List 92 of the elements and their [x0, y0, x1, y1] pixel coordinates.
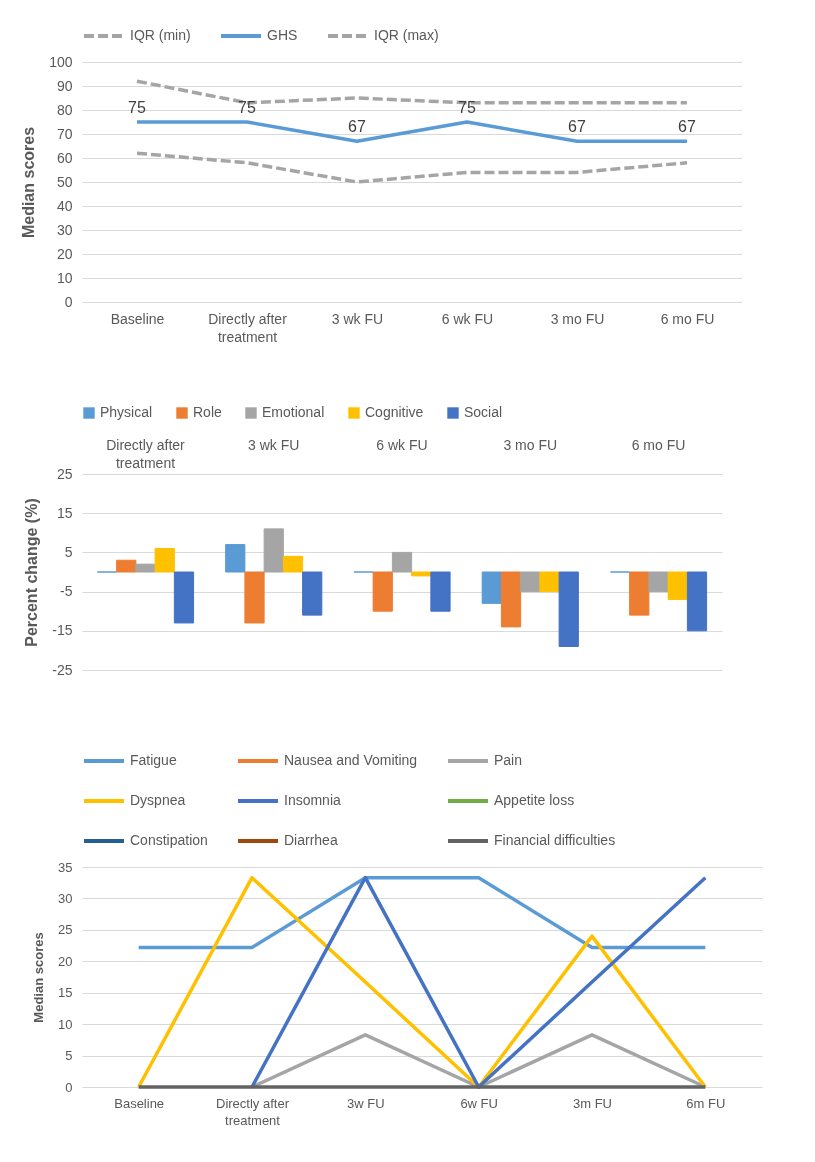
- bar: [302, 571, 323, 616]
- y-tick-label: 40: [56, 197, 73, 214]
- bar: [667, 571, 688, 600]
- bar: [539, 571, 560, 593]
- x-tick-label: 3 wk FU: [331, 310, 384, 327]
- bar: [411, 571, 432, 577]
- data-label: 75: [128, 99, 146, 116]
- y-tick-label: 0: [65, 1079, 73, 1095]
- bar: [116, 559, 137, 573]
- legend-label: Social: [464, 404, 503, 420]
- legend-label: Cognitive: [365, 404, 424, 420]
- x-tick-label: 6 mo FU: [660, 310, 715, 327]
- x-tick-label: 6 mo FU: [631, 436, 686, 453]
- legend-label: GHS: [267, 27, 298, 43]
- bar: [481, 571, 502, 604]
- bar: [154, 547, 175, 573]
- y-tick-label: 0: [64, 293, 73, 310]
- bar: [558, 571, 579, 647]
- x-tick-label: 3m FU: [573, 1095, 612, 1111]
- legend-label: Insomnia: [284, 792, 342, 808]
- bar: [135, 563, 156, 573]
- bar: [648, 571, 669, 593]
- x-tick-label: 6w FU: [460, 1095, 498, 1111]
- bar: [263, 528, 284, 573]
- x-tick-label: Baseline: [114, 1095, 165, 1111]
- x-tick-label: Baseline: [110, 310, 165, 327]
- bar: [282, 555, 304, 573]
- data-label: 67: [348, 118, 366, 136]
- y-axis-title: Percent change (%): [23, 498, 41, 647]
- y-tick-label: -15: [52, 622, 73, 639]
- bar: [430, 571, 451, 612]
- y-tick-label: 10: [58, 1016, 73, 1032]
- bar: [391, 551, 413, 573]
- bar: [173, 571, 195, 624]
- legend-label: Nausea and Vomiting: [284, 752, 418, 768]
- bar: [225, 544, 246, 573]
- line-series: [135, 151, 689, 184]
- y-tick-label: 70: [56, 125, 73, 142]
- x-tick-label: 3 mo FU: [550, 310, 605, 327]
- y-tick-label: 10: [56, 269, 73, 286]
- y-tick-label: 100: [49, 53, 73, 70]
- x-tick-label: Directly after treatment: [208, 310, 288, 345]
- legend-label: Emotional: [262, 404, 325, 420]
- bar: [520, 571, 541, 593]
- x-tick-label: 6 wk FU: [441, 310, 494, 327]
- data-label: 75: [238, 99, 256, 116]
- y-tick-label: -25: [52, 661, 73, 678]
- y-axis-title: Median scores: [31, 932, 47, 1023]
- legend-label: Physical: [100, 404, 153, 420]
- bar: [244, 571, 265, 624]
- y-tick-label: 20: [56, 245, 73, 262]
- legend-label: IQR (max): [374, 27, 439, 43]
- y-tick-label: 15: [58, 985, 73, 1001]
- x-tick-label: 6 wk FU: [376, 436, 428, 453]
- legend-label: Diarrhea: [284, 832, 338, 848]
- x-tick-label: 6m FU: [686, 1095, 726, 1111]
- legend-label: Fatigue: [130, 752, 177, 768]
- y-tick-label: 50: [56, 173, 73, 190]
- y-tick-label: 20: [58, 953, 73, 969]
- legend-label: Constipation: [130, 832, 208, 848]
- data-label: 67: [678, 118, 696, 136]
- bar: [372, 571, 393, 612]
- y-tick-label: -5: [60, 583, 73, 600]
- legend-label: Dyspnea: [130, 792, 186, 808]
- y-tick-label: 25: [58, 922, 73, 938]
- bar: [629, 571, 650, 616]
- x-tick-label: 3w FU: [347, 1095, 385, 1111]
- x-tick-label: Directly after treatment: [106, 436, 186, 471]
- bar: [500, 571, 522, 628]
- legend-label: Appetite loss: [494, 792, 575, 808]
- line-series: [136, 875, 708, 1089]
- x-tick-label: 3 wk FU: [248, 436, 300, 453]
- bar: [686, 571, 708, 632]
- y-tick-label: 80: [56, 101, 73, 118]
- y-tick-label: 5: [64, 543, 73, 560]
- y-tick-label: 5: [65, 1048, 73, 1064]
- y-tick-label: 90: [56, 77, 73, 94]
- legend-label: Role: [193, 404, 223, 420]
- data-label: 75: [458, 99, 476, 116]
- y-tick-label: 30: [56, 221, 73, 238]
- y-tick-label: 30: [58, 890, 73, 906]
- y-axis-title: Median scores: [20, 126, 38, 239]
- legend-label: IQR (min): [130, 27, 191, 43]
- y-tick-label: 60: [56, 149, 73, 166]
- data-label: 67: [568, 118, 586, 136]
- legend-label: Pain: [494, 752, 523, 768]
- legend-label: Financial difficulties: [494, 832, 616, 848]
- y-tick-label: 15: [56, 504, 73, 521]
- y-tick-label: 35: [58, 859, 73, 875]
- y-tick-label: 25: [56, 465, 73, 482]
- x-tick-label: Directly after treatment: [216, 1095, 290, 1128]
- x-tick-label: 3 mo FU: [503, 436, 558, 453]
